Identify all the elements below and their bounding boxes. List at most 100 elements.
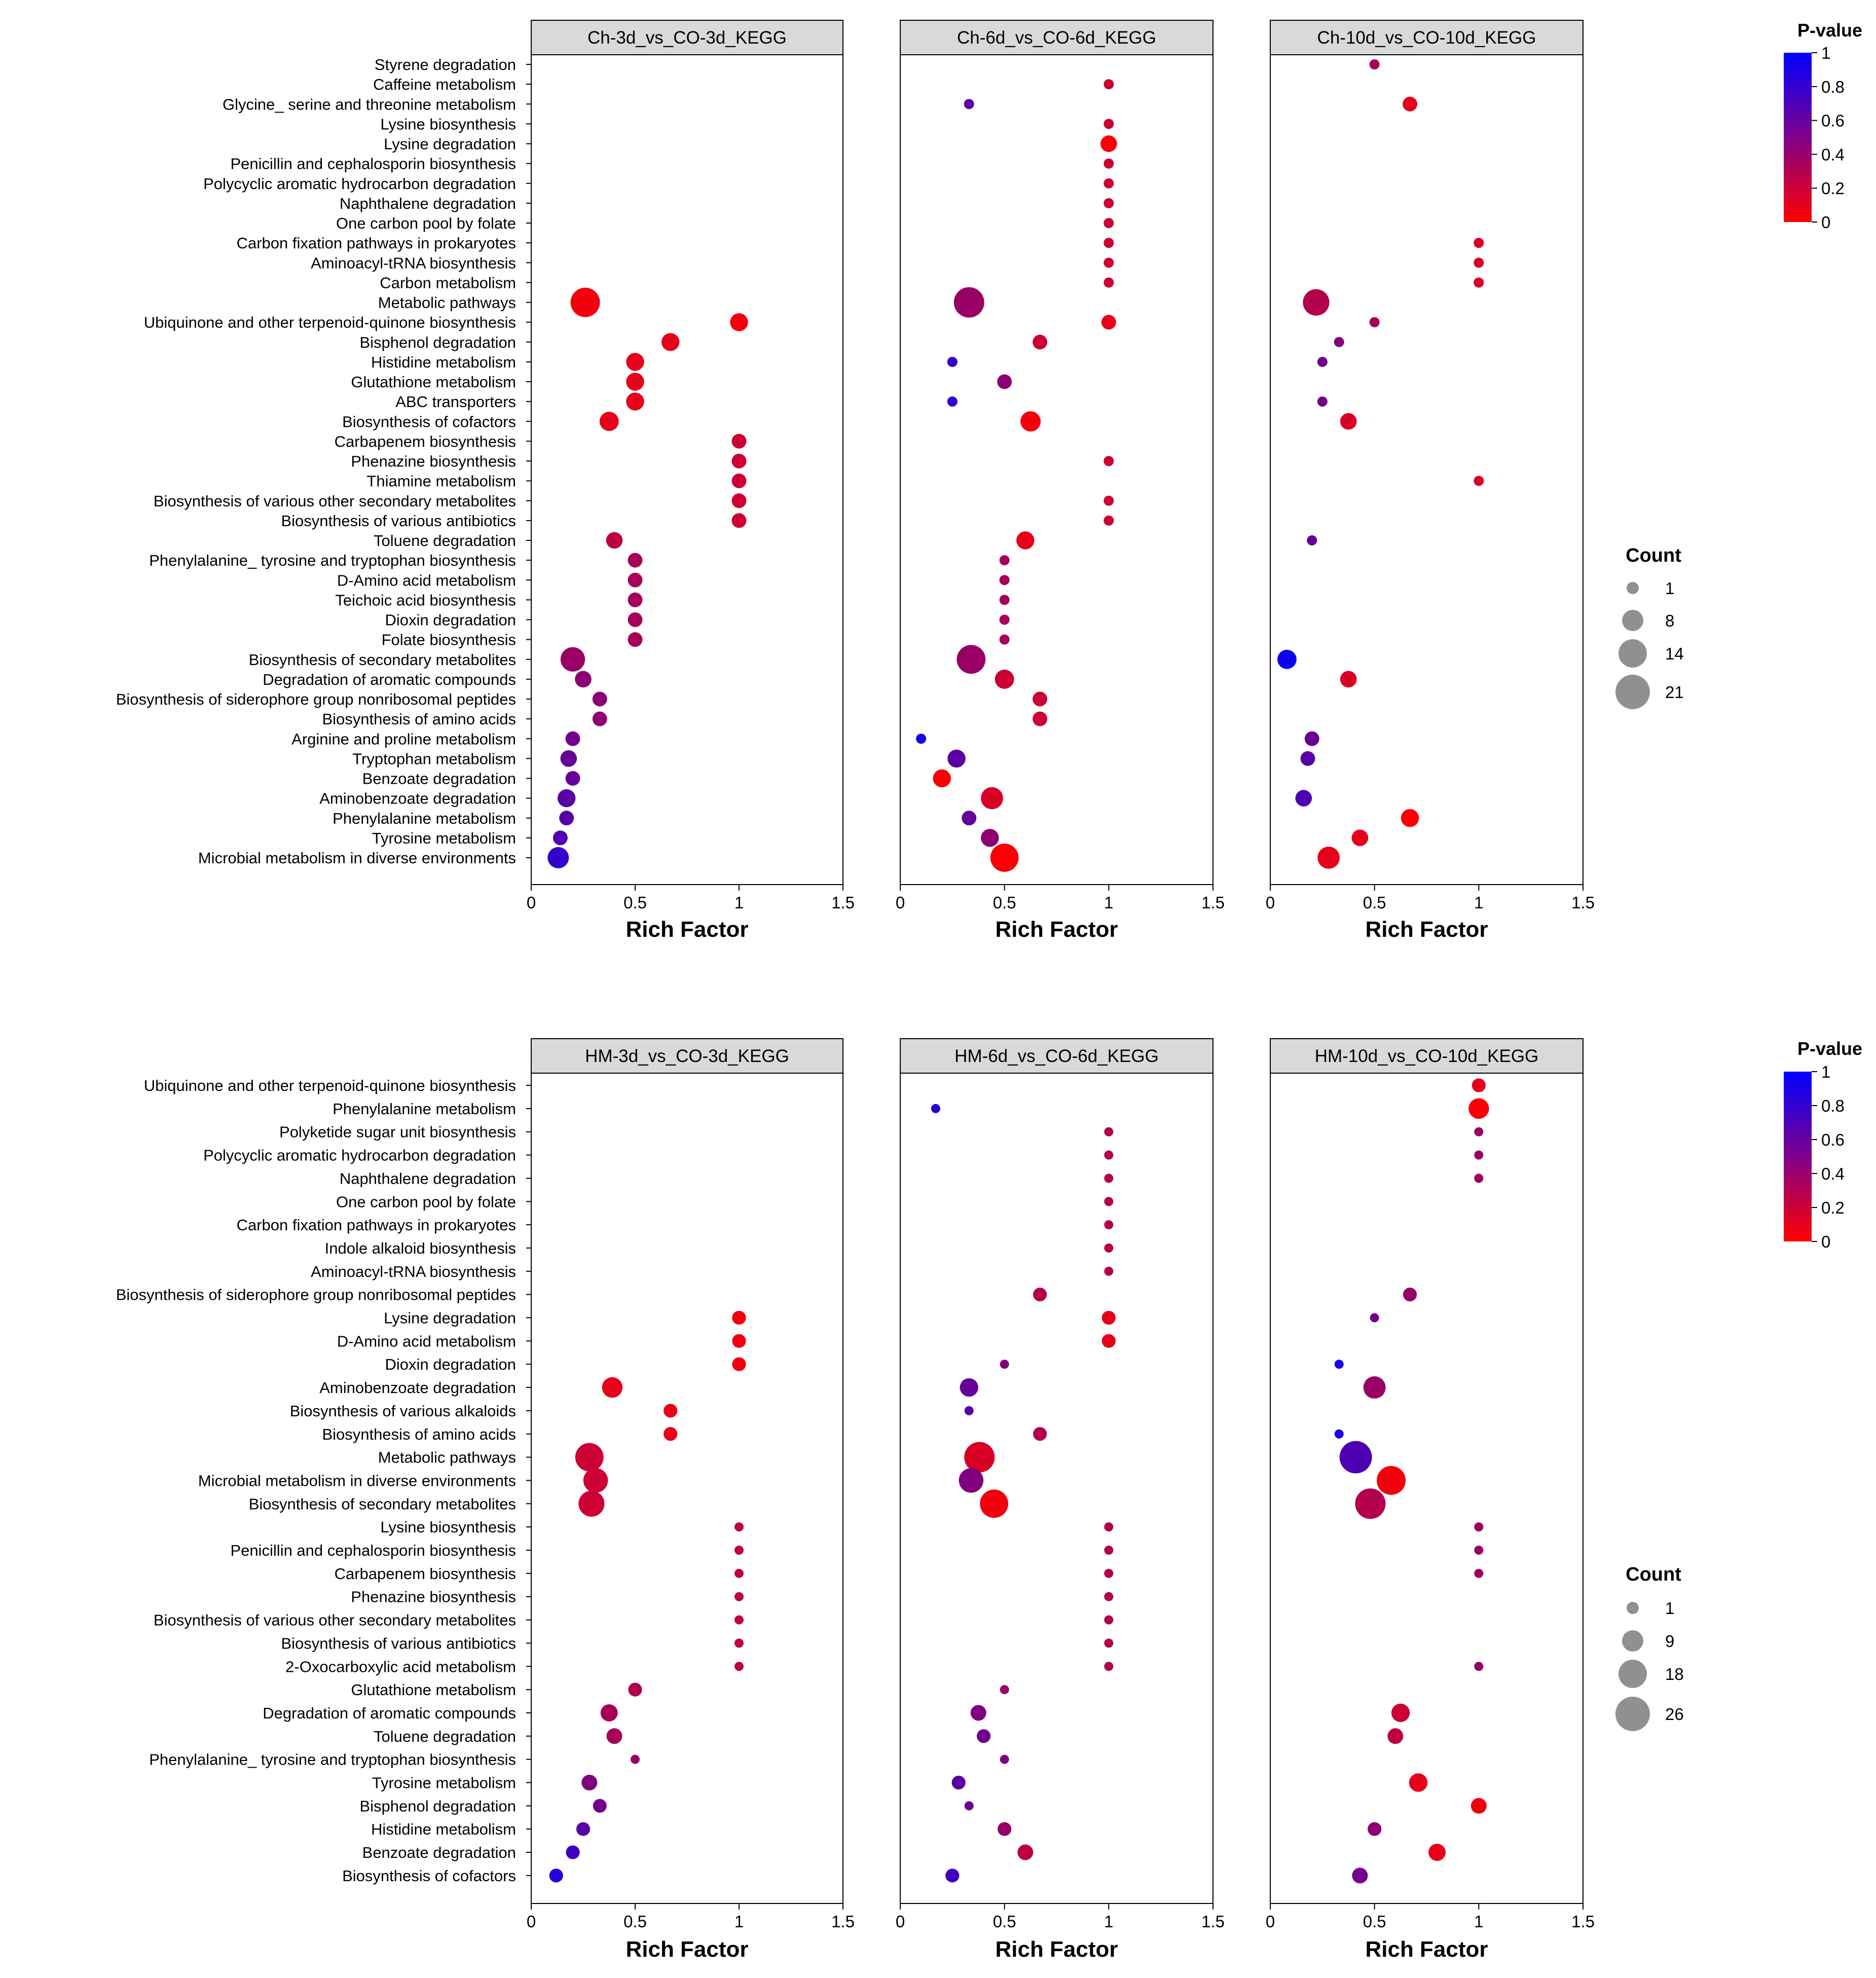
panel-strip xyxy=(1270,1038,1584,1074)
pathway-label: One carbon pool by folate xyxy=(336,214,516,232)
data-point xyxy=(549,1869,563,1883)
plot-area xyxy=(900,54,1213,885)
x-tick-label: 0.5 xyxy=(623,893,647,912)
pathway-label: Phenylalanine metabolism xyxy=(333,1100,516,1118)
data-point xyxy=(566,1845,580,1859)
data-point xyxy=(947,396,958,407)
data-point xyxy=(732,1310,746,1325)
data-point xyxy=(964,99,974,109)
count-legend-swatch xyxy=(1622,1630,1643,1652)
data-point xyxy=(1300,751,1315,766)
pathway-label: Caffeine metabolism xyxy=(373,76,516,93)
data-point xyxy=(626,392,644,411)
data-point xyxy=(1033,691,1048,707)
panel-strip xyxy=(531,1038,843,1074)
pathway-label: Carbon fixation pathways in prokaryotes xyxy=(237,1216,516,1234)
data-point xyxy=(1317,847,1340,869)
data-point xyxy=(1104,1592,1114,1601)
data-point xyxy=(947,749,966,768)
data-point xyxy=(1103,515,1114,526)
panel-2: Ch-6d_vs_CO-6d_KEGG 0 0.5 1 1.5 Rich Factor xyxy=(896,20,1225,942)
data-point xyxy=(1101,1310,1116,1325)
colorbar-tick-label: 1 xyxy=(1821,1063,1830,1081)
x-tick-label: 0.5 xyxy=(623,1912,647,1931)
data-point xyxy=(734,1615,744,1625)
data-point xyxy=(734,1522,744,1532)
pvalue-legend-title: P-value xyxy=(1797,1038,1862,1059)
x-tick-label: 1 xyxy=(1104,893,1113,912)
x-axis-label: Rich Factor xyxy=(1365,1937,1488,1962)
panel-1: HM-3d_vs_CO-3d_KEGG 0 0.5 1 1.5 Rich Factor xyxy=(526,1038,855,1962)
data-point xyxy=(731,493,747,508)
data-point xyxy=(1468,1098,1489,1119)
bubbles xyxy=(916,79,1117,872)
data-point xyxy=(1403,96,1418,112)
data-point xyxy=(583,1468,608,1493)
pvalue-colorbar xyxy=(1784,53,1812,222)
data-point xyxy=(734,1662,744,1671)
pathway-label: Biosynthesis of cofactors xyxy=(342,413,516,430)
pathway-label: Phenylalanine_ tyrosine and tryptophan b… xyxy=(149,552,516,569)
data-point xyxy=(1104,1522,1114,1532)
count-legend-swatch xyxy=(1615,1697,1650,1731)
data-point xyxy=(1470,1798,1487,1814)
pathway-label: Microbial metabolism in diverse environm… xyxy=(198,849,516,867)
data-point xyxy=(1103,178,1114,189)
x-tick-label: 0 xyxy=(1266,893,1275,912)
data-point xyxy=(1033,711,1048,726)
data-point xyxy=(730,313,748,332)
data-point xyxy=(953,287,984,318)
data-point xyxy=(1369,317,1380,327)
data-point xyxy=(999,634,1010,645)
x-axis-label: Rich Factor xyxy=(626,917,748,942)
data-point xyxy=(1369,59,1380,69)
x-tick-label: 1.5 xyxy=(831,893,855,912)
pathway-label: Polyketide sugar unit biosynthesis xyxy=(279,1123,516,1141)
data-point xyxy=(731,433,747,449)
colorbar-tick-label: 0.2 xyxy=(1821,179,1845,198)
data-point xyxy=(560,750,577,767)
pathway-label: Biosynthesis of various other secondary … xyxy=(154,492,516,510)
x-tick-label: 0 xyxy=(527,893,536,912)
pathway-label: Ubiquinone and other terpenoid-quinone b… xyxy=(144,314,516,332)
colorbar-tick-label: 0.8 xyxy=(1821,1096,1845,1115)
pathway-label: D-Amino acid metabolism xyxy=(337,1332,516,1350)
data-point xyxy=(575,1443,604,1472)
data-point xyxy=(1474,258,1484,268)
pathway-label: Aminobenzoate degradation xyxy=(319,790,516,808)
panel-title: HM-3d_vs_CO-3d_KEGG xyxy=(585,1046,789,1066)
pathway-label: Bisphenol degradation xyxy=(359,334,516,351)
x-tick-label: 1.5 xyxy=(1201,1912,1225,1931)
colorbar-tick-label: 0.6 xyxy=(1821,1130,1845,1149)
data-point xyxy=(957,645,986,674)
data-point xyxy=(1104,1615,1114,1625)
pathway-label: Biosynthesis of siderophore group nonrib… xyxy=(116,1286,516,1304)
data-point xyxy=(999,555,1010,566)
data-point xyxy=(931,1104,940,1113)
data-point xyxy=(1391,1703,1410,1723)
data-point xyxy=(1355,1488,1386,1519)
data-point xyxy=(1104,1197,1114,1206)
pathway-label: Naphthalene degradation xyxy=(340,195,516,212)
count-legend-swatch xyxy=(1627,1602,1639,1614)
data-point xyxy=(1103,456,1114,466)
count-legend-swatch xyxy=(1622,610,1643,631)
data-point xyxy=(1100,135,1117,152)
data-point xyxy=(732,1334,746,1348)
count-legend-label: 1 xyxy=(1665,1599,1674,1618)
data-point xyxy=(1104,1150,1114,1160)
pathway-label: Benzoate degradation xyxy=(362,770,516,788)
plot-area xyxy=(531,1073,843,1904)
data-point xyxy=(980,1489,1009,1518)
panel-title: Ch-3d_vs_CO-3d_KEGG xyxy=(587,28,787,48)
pathway-label: D-Amino acid metabolism xyxy=(337,571,516,589)
x-tick-label: 0 xyxy=(527,1912,536,1931)
x-tick-label: 0 xyxy=(1266,1912,1275,1931)
pathway-label: Biosynthesis of various alkaloids xyxy=(290,1402,516,1420)
panel-2: HM-6d_vs_CO-6d_KEGG 0 0.5 1 1.5 Rich Factor xyxy=(896,1038,1225,1962)
data-point xyxy=(947,356,958,367)
plot-area xyxy=(1270,54,1584,885)
pathway-label: Biosynthesis of cofactors xyxy=(342,1867,516,1885)
pathway-label: Toluene degradation xyxy=(374,1728,516,1745)
